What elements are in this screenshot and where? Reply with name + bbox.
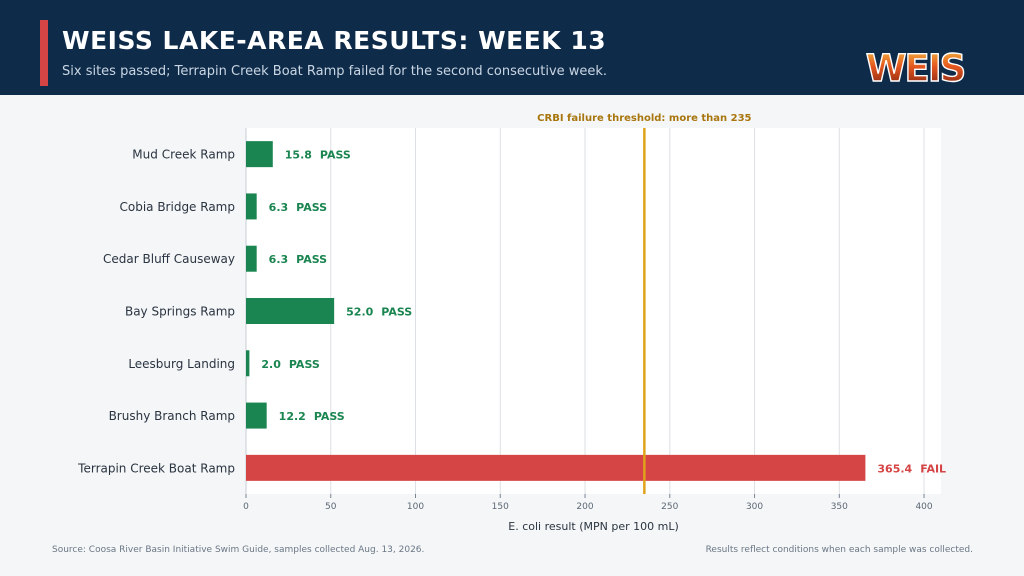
bar-6	[246, 454, 866, 481]
bar-1	[246, 193, 257, 220]
category-label: Brushy Branch Ramp	[109, 409, 235, 423]
data-label-status: PASS	[381, 306, 412, 319]
bar-3	[246, 298, 335, 324]
category-label: Mud Creek Ramp	[132, 148, 235, 162]
source-note: Source: Coosa River Basin Initiative Swi…	[52, 545, 425, 555]
x-tick-label: 50	[325, 502, 337, 512]
data-label: 15.8 PASS	[285, 149, 351, 162]
x-tick-label: 0	[243, 502, 249, 512]
x-tick-label: 300	[746, 502, 763, 512]
bar-0	[246, 141, 273, 168]
category-label: Cobia Bridge Ramp	[119, 200, 235, 214]
weis-logo: WEIS	[865, 48, 967, 88]
data-label-status: PASS	[296, 201, 327, 214]
bar-chart: 0 50 100 150 200 250 300 350 400 Mud Creek Ramp 15…	[77, 113, 946, 533]
x-tick-label: 200	[576, 502, 593, 512]
data-label: 6.3 PASS	[269, 201, 327, 214]
data-label-value: 12.2	[279, 410, 306, 423]
category-label: Cedar Bluff Causeway	[103, 252, 235, 266]
data-label-status: PASS	[296, 253, 327, 266]
data-label: 365.4 FAIL	[877, 462, 946, 475]
data-label-status: PASS	[289, 358, 320, 371]
x-tick-label: 250	[661, 502, 678, 512]
plot-area	[246, 128, 941, 494]
data-label-status: PASS	[320, 149, 351, 162]
data-label: 2.0 PASS	[261, 358, 319, 371]
data-label-value: 2.0	[261, 358, 281, 371]
threshold-label: CRBI failure threshold: more than 235	[537, 113, 751, 124]
logo-text: WEIS	[866, 48, 965, 88]
category-label: Terrapin Creek Boat Ramp	[77, 461, 235, 475]
category-label: Bay Springs Ramp	[125, 305, 235, 319]
x-tick-label: 350	[831, 502, 848, 512]
data-label: 12.2 PASS	[279, 410, 345, 423]
data-label-value: 6.3	[269, 253, 289, 266]
data-label: 6.3 PASS	[269, 253, 327, 266]
x-tick-label: 100	[407, 502, 424, 512]
data-label-status: PASS	[314, 410, 345, 423]
header	[0, 0, 1024, 95]
data-label-value: 6.3	[269, 201, 289, 214]
x-axis-title: E. coli result (MPN per 100 mL)	[508, 520, 678, 533]
bar-2	[246, 245, 257, 272]
page-title: WEISS LAKE-AREA RESULTS: WEEK 13	[62, 26, 607, 55]
data-label-value: 365.4	[877, 462, 912, 475]
bar-5	[246, 402, 267, 429]
category-label: Leesburg Landing	[128, 357, 235, 371]
conditions-note: Results reflect conditions when each sam…	[705, 545, 973, 555]
bar-4	[246, 350, 250, 377]
accent-bar	[40, 20, 48, 86]
data-label-status: FAIL	[920, 462, 946, 475]
page-subtitle: Six sites passed; Terrapin Creek Boat Ra…	[62, 64, 608, 79]
data-label: 52.0 PASS	[346, 306, 412, 319]
x-tick-label: 150	[492, 502, 509, 512]
data-label-value: 15.8	[285, 149, 312, 162]
data-label-value: 52.0	[346, 306, 373, 319]
x-tick-label: 400	[915, 502, 932, 512]
